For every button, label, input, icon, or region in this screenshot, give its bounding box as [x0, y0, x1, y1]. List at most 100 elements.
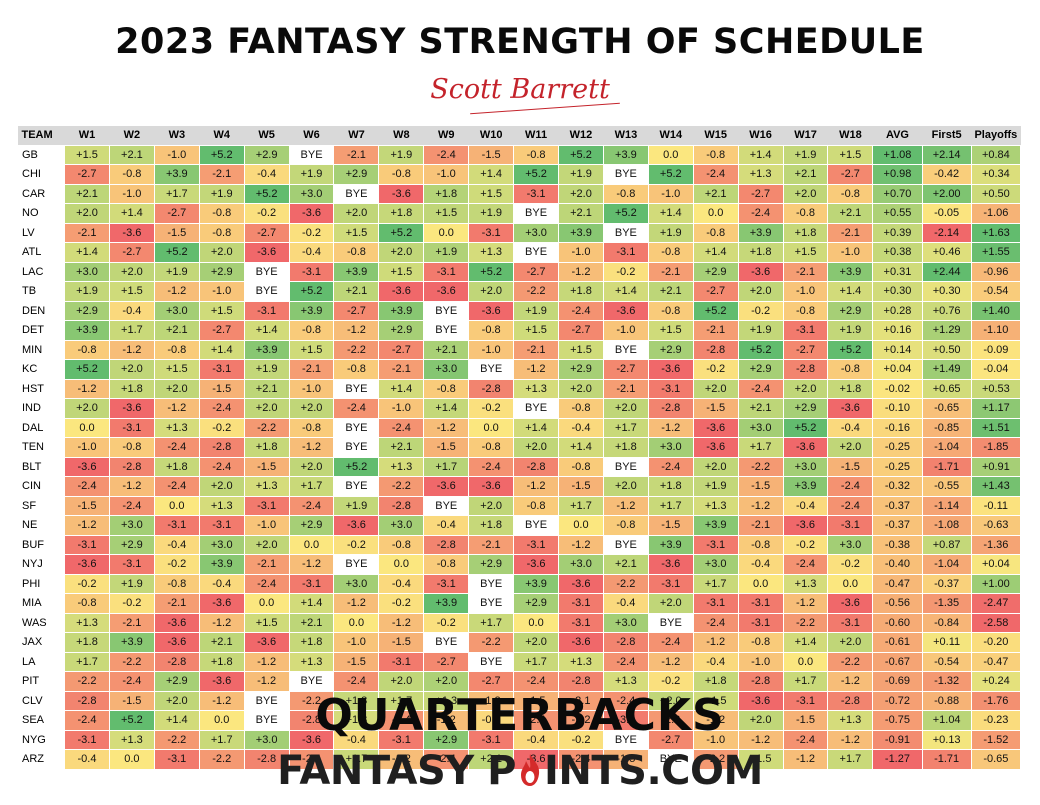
value-cell-w9: -2.7: [423, 651, 470, 672]
value-cell-w1: -3.6: [64, 554, 110, 575]
value-cell-w1: +2.0: [64, 398, 110, 419]
column-header-w8: W8: [378, 126, 424, 145]
value-cell-w17: +2.1: [782, 164, 829, 185]
value-cell-w12: 0.0: [558, 515, 604, 536]
value-cell-w6: -2.8: [288, 710, 335, 731]
value-cell-w16: +2.1: [737, 398, 784, 419]
value-cell-w13: -1.0: [602, 320, 649, 341]
value-cell-w12: -0.4: [558, 417, 604, 438]
value-cell-w11: -2.7: [513, 261, 560, 282]
value-cell-w12: +2.0: [558, 378, 604, 399]
value-cell-w15: -2.4: [692, 612, 739, 633]
value-cell-w11: -0.8: [513, 144, 560, 165]
team-name-cell: MIN: [16, 339, 66, 360]
value-cell-playoffs: -1.10: [970, 320, 1022, 341]
value-cell-w7: +1.5: [333, 222, 380, 243]
value-cell-w16: +1.8: [737, 242, 784, 263]
value-cell-w5: +1.4: [243, 320, 290, 341]
value-cell-w15: +2.1: [692, 183, 739, 204]
bye-week-cell: BYE: [333, 417, 380, 438]
value-cell-w13: -3.1: [602, 242, 649, 263]
value-cell-w1: -2.1: [64, 222, 110, 243]
value-cell-w17: 0.0: [782, 651, 829, 672]
value-cell-w6: +3.9: [288, 300, 335, 321]
value-cell-w1: -2.2: [64, 671, 110, 692]
value-cell-w3: -0.2: [153, 554, 200, 575]
value-cell-w12: -2.4: [558, 300, 604, 321]
table-row: DAL 0.0 -3.1 +1.3 -0.2 -2.2 -0.8 BYE -2.4 -1.2 0.0…: [16, 417, 1022, 438]
value-cell-w13: +3.9: [602, 144, 649, 165]
value-cell-w8: -2.7: [378, 339, 425, 360]
value-cell-first5: -0.55: [921, 476, 972, 497]
value-cell-w11: 0.0: [513, 612, 560, 633]
team-name-cell: LA: [16, 651, 66, 672]
value-cell-w3: +1.8: [153, 456, 200, 477]
value-cell-w18: +3.9: [827, 261, 874, 282]
value-cell-w2: -2.2: [108, 651, 155, 672]
value-cell-w1: -0.8: [64, 339, 110, 360]
value-cell-w12: -2.8: [558, 671, 604, 692]
value-cell-w14: -1.5: [647, 515, 694, 536]
value-cell-w15: -3.6: [692, 437, 739, 458]
value-cell-w11: -2.1: [513, 339, 560, 360]
value-cell-w5: -0.4: [243, 164, 290, 185]
value-cell-w5: -2.1: [243, 554, 290, 575]
value-cell-w10: -2.8: [468, 378, 515, 399]
value-cell-w1: -2.8: [64, 690, 110, 711]
value-cell-avg: -0.37: [872, 515, 923, 536]
value-cell-w8: +2.1: [378, 437, 425, 458]
value-cell-playoffs: -0.47: [970, 651, 1022, 672]
value-cell-w2: -3.6: [108, 222, 155, 243]
value-cell-w13: -2.4: [602, 651, 649, 672]
value-cell-first5: +0.11: [921, 632, 972, 653]
value-cell-w13: -3.6: [602, 300, 649, 321]
value-cell-w14: -0.8: [647, 300, 694, 321]
value-cell-w14: +3.0: [647, 437, 694, 458]
value-cell-w2: +2.0: [108, 359, 155, 380]
value-cell-w5: +3.9: [243, 339, 290, 360]
value-cell-playoffs: -2.58: [970, 612, 1022, 633]
value-cell-w8: -2.1: [378, 359, 425, 380]
value-cell-w16: -2.2: [737, 456, 784, 477]
value-cell-w5: -3.6: [243, 242, 290, 263]
value-cell-w17: -2.1: [782, 261, 829, 282]
bye-week-cell: BYE: [602, 534, 649, 555]
value-cell-w17: +3.9: [782, 476, 829, 497]
value-cell-w7: -0.8: [333, 242, 380, 263]
team-name-cell: NE: [16, 515, 66, 536]
value-cell-w8: +1.7: [378, 690, 425, 711]
value-cell-first5: -1.08: [921, 515, 972, 536]
value-cell-w6: -1.2: [288, 554, 335, 575]
value-cell-first5: -0.65: [921, 398, 972, 419]
value-cell-w2: -1.2: [108, 476, 155, 497]
value-cell-w1: -2.7: [64, 164, 110, 185]
value-cell-w1: -2.4: [64, 476, 110, 497]
value-cell-w17: -1.2: [782, 593, 829, 614]
bye-week-cell: BYE: [647, 749, 694, 770]
value-cell-first5: +0.13: [921, 729, 972, 750]
value-cell-w10: +1.4: [468, 164, 515, 185]
value-cell-w18: +1.8: [827, 378, 874, 399]
table-row: PIT -2.2 -2.4 +2.9 -3.6 -1.2 BYE -2.4 +2.0 +2.0 -2…: [16, 671, 1022, 692]
value-cell-w9: +1.9: [423, 242, 470, 263]
team-name-cell: WAS: [16, 612, 66, 633]
value-cell-w9: -3.6: [423, 476, 470, 497]
value-cell-w12: -3.6: [558, 573, 604, 594]
value-cell-w15: +1.7: [692, 573, 739, 594]
value-cell-w3: +1.5: [153, 359, 200, 380]
value-cell-w16: -3.1: [737, 612, 784, 633]
table-row: NE -1.2 +3.0 -3.1 -3.1 -1.0 +2.9 -3.6 +3.0 -0.4 +1…: [16, 515, 1022, 536]
value-cell-w15: +1.8: [692, 671, 739, 692]
value-cell-w1: +1.3: [64, 612, 110, 633]
value-cell-w10: -0.8: [468, 320, 515, 341]
bye-week-cell: BYE: [288, 671, 335, 692]
value-cell-w6: +2.0: [288, 456, 335, 477]
value-cell-w8: -2.4: [378, 710, 425, 731]
column-header-w17: W17: [783, 126, 828, 145]
value-cell-w2: -0.8: [108, 437, 155, 458]
value-cell-w10: -3.1: [468, 729, 515, 750]
team-name-cell: BUF: [16, 534, 66, 555]
value-cell-playoffs: +1.63: [970, 222, 1022, 243]
value-cell-w2: -0.8: [108, 164, 155, 185]
bye-week-cell: BYE: [243, 710, 290, 731]
